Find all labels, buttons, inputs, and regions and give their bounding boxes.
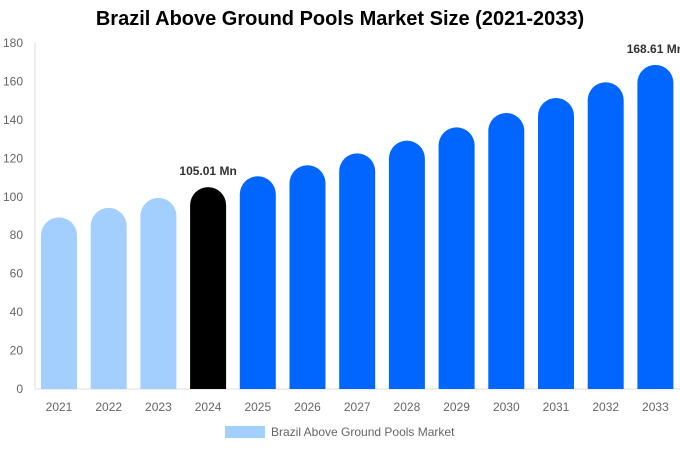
legend-swatch: [225, 426, 265, 438]
bar-2033: [637, 64, 674, 390]
bar-2031: [538, 97, 574, 389]
data-label: 105.01 Mn: [179, 164, 236, 178]
x-tick-label: 2029: [443, 400, 470, 414]
bar-2025: [239, 176, 276, 389]
x-tick-label: 2030: [493, 400, 520, 414]
y-tick-label: 40: [10, 305, 24, 319]
x-tick-label: 2026: [294, 400, 321, 414]
x-tick-label: 2032: [592, 400, 619, 414]
x-tick-label: 2025: [244, 400, 271, 414]
bar-2030: [488, 112, 525, 390]
data-label: 168.61 Mn: [627, 42, 680, 56]
bar-2028: [388, 140, 425, 389]
legend: Brazil Above Ground Pools Market: [225, 425, 454, 439]
x-tick-label: 2033: [642, 400, 669, 414]
x-tick-label: 2022: [95, 400, 122, 414]
x-tick-label: 2031: [543, 400, 570, 414]
y-tick-label: 80: [10, 228, 24, 242]
legend-label: Brazil Above Ground Pools Market: [271, 425, 455, 439]
y-tick-label: 140: [3, 113, 23, 127]
bar-2024: [190, 187, 227, 389]
x-tick-label: 2024: [195, 400, 222, 414]
y-tick-label: 100: [3, 190, 23, 204]
bar-2023: [140, 197, 177, 389]
y-tick-label: 160: [3, 74, 23, 88]
y-tick-label: 0: [16, 382, 23, 396]
bar-2026: [289, 165, 326, 389]
chart-title: Brazil Above Ground Pools Market Size (2…: [95, 8, 585, 30]
bar-2029: [438, 127, 475, 390]
y-tick-label: 180: [3, 36, 23, 50]
x-tick-label: 2027: [344, 400, 371, 414]
bar-2021: [41, 217, 77, 389]
x-tick-label: 2028: [394, 400, 421, 414]
x-tick-label: 2023: [145, 400, 172, 414]
bar-2027: [339, 153, 376, 389]
bar-2032: [587, 82, 624, 390]
y-tick-label: 120: [3, 151, 23, 165]
y-tick-label: 20: [10, 344, 24, 358]
x-tick-label: 2021: [46, 400, 73, 414]
y-tick-label: 60: [10, 267, 24, 281]
bar-2022: [90, 207, 127, 389]
